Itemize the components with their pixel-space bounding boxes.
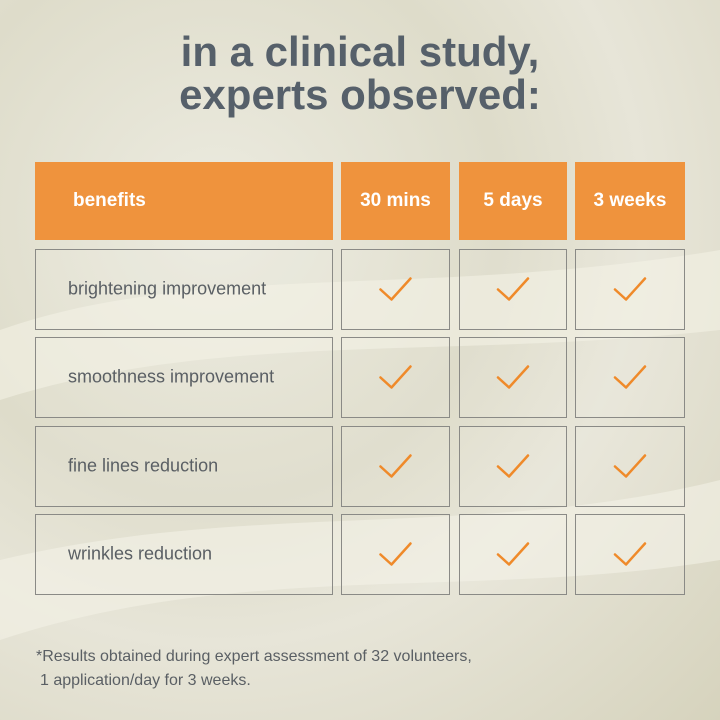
table-cell	[575, 337, 685, 418]
table-cell	[341, 337, 450, 418]
checkmark	[496, 454, 530, 478]
checkmark	[613, 454, 647, 478]
header-label: 3 weeks	[594, 190, 667, 211]
header-label: 30 mins	[360, 190, 431, 211]
table-cell	[35, 249, 333, 330]
row-label: wrinkles reduction	[67, 543, 212, 563]
header-cell	[35, 162, 333, 240]
checkmark	[379, 365, 412, 389]
table-cell	[459, 249, 567, 330]
table-cell	[341, 249, 450, 330]
table-cell	[35, 426, 333, 507]
checkmark	[496, 277, 530, 301]
checkmark	[379, 454, 412, 478]
background-swirl	[0, 250, 720, 400]
header-label: benefits	[73, 190, 146, 211]
row-label: smoothness improvement	[68, 366, 274, 386]
background-swirl	[0, 480, 720, 640]
checkmark	[379, 542, 412, 566]
checkmark	[613, 542, 647, 566]
row-label: fine lines reduction	[68, 455, 218, 475]
table-cell	[341, 514, 450, 595]
table-cell	[459, 514, 567, 595]
table-cell	[35, 337, 333, 418]
checkmark	[613, 277, 647, 301]
title-line: experts observed:	[179, 71, 541, 118]
footnote-line: 1 application/day for 3 weeks.	[40, 672, 251, 689]
table-cell	[575, 514, 685, 595]
table-cell	[459, 337, 567, 418]
header-cell	[341, 162, 450, 240]
checkmark	[379, 277, 412, 301]
checkmark	[613, 365, 647, 389]
checkmark	[496, 365, 530, 389]
header-cell	[459, 162, 567, 240]
footnote-line: *Results obtained during expert assessme…	[36, 648, 472, 665]
table-cell	[35, 514, 333, 595]
table-cell	[575, 426, 685, 507]
table-cell	[575, 249, 685, 330]
row-label: brightening improvement	[68, 278, 266, 298]
header-label: 5 days	[483, 190, 542, 211]
checkmark	[496, 542, 530, 566]
table-cell	[459, 426, 567, 507]
table-cell	[341, 426, 450, 507]
title-line: in a clinical study,	[181, 28, 540, 75]
header-cell	[575, 162, 685, 240]
